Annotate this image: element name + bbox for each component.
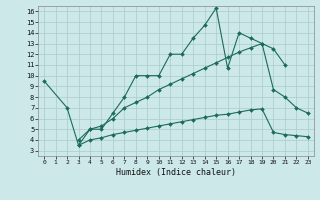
X-axis label: Humidex (Indice chaleur): Humidex (Indice chaleur) (116, 168, 236, 177)
